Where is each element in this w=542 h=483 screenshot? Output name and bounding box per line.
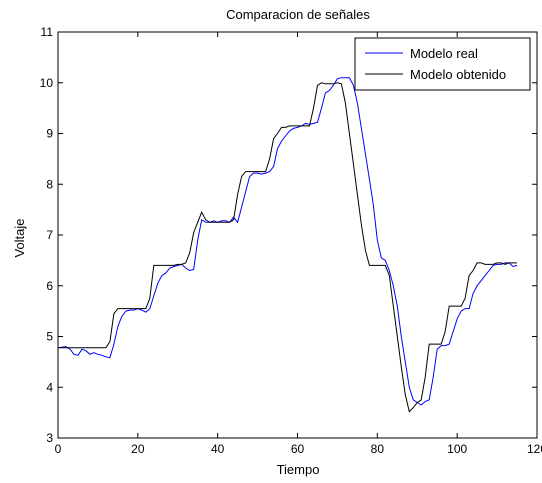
y-tick-label: 10 xyxy=(40,76,54,90)
y-tick-label: 7 xyxy=(46,228,53,242)
y-tick-label: 6 xyxy=(46,279,53,293)
x-tick-label: 60 xyxy=(291,442,305,456)
x-tick-label: 0 xyxy=(55,442,62,456)
x-axis-label: Tiempo xyxy=(277,462,320,477)
y-tick-label: 8 xyxy=(46,177,53,191)
series-layer xyxy=(57,77,518,413)
legend-label-1: Modelo real xyxy=(410,46,478,61)
y-tick-label: 9 xyxy=(46,127,53,141)
y-axis-label: Voltaje xyxy=(12,218,27,257)
legend-box xyxy=(354,37,531,91)
y-tick-label: 5 xyxy=(46,330,53,344)
plot-area xyxy=(57,31,538,439)
legend: Modelo real Modelo obtenido xyxy=(354,37,531,91)
series-line-2 xyxy=(58,82,517,413)
y-tick-label: 3 xyxy=(46,431,53,445)
x-tick-label: 120 xyxy=(527,442,542,456)
x-tick-label: 40 xyxy=(211,442,225,456)
x-tick-label: 100 xyxy=(447,442,467,456)
chart-title: Comparacion de señales xyxy=(226,7,370,22)
legend-label-2: Modelo obtenido xyxy=(410,67,506,82)
y-tick-label: 4 xyxy=(46,380,53,394)
y-tick-label: 11 xyxy=(41,25,54,39)
x-tick-label: 80 xyxy=(371,442,385,456)
x-tick-label: 20 xyxy=(131,442,145,456)
axes-box xyxy=(57,31,538,439)
ticks-layer: 0 20 40 60 80 100 120 3 4 5 6 7 8 9 10 11 xyxy=(40,25,542,456)
